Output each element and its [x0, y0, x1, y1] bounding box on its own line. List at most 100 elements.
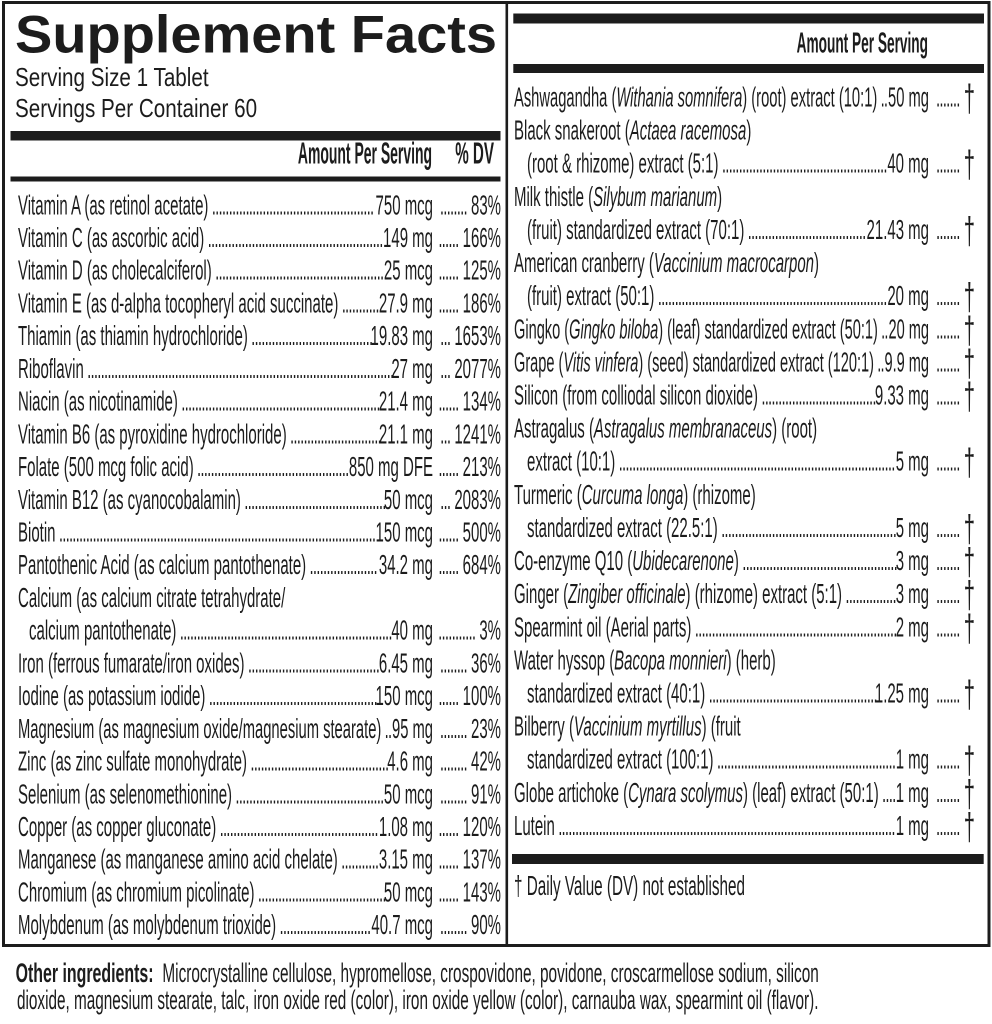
svg-text:standardized extract (100:1) .: standardized extract (100:1) ...........… — [527, 744, 895, 775]
svg-text:50 mg: 50 mg — [888, 81, 929, 112]
svg-text:Black snakeroot (Actaea racemo: Black snakeroot (Actaea racemosa) — [514, 115, 751, 146]
svg-text:750 mcg: 750 mcg — [376, 189, 433, 220]
svg-text:Pantothenic Acid (as calcium p: Pantothenic Acid (as calcium pantothenat… — [18, 549, 377, 580]
svg-text:Supplement Facts: Supplement Facts — [15, 6, 497, 65]
svg-text:Vitamin A (as retinol acetate): Vitamin A (as retinol acetate) .........… — [18, 189, 373, 220]
svg-text:Manganese (as manganese amino: Manganese (as manganese amino acid chela… — [18, 844, 378, 875]
svg-text:Thiamin (as thiamin hydrochlor: Thiamin (as thiamin hydrochloride) .....… — [18, 320, 372, 351]
svg-text:3.15 mg: 3.15 mg — [379, 844, 433, 875]
svg-text:....... †: ....... † — [936, 806, 975, 848]
svg-text:...... 100%: ...... 100% — [438, 680, 501, 711]
svg-text:Vitamin B6 (as pyroxidine hydr: Vitamin B6 (as pyroxidine hydrochloride)… — [18, 418, 381, 449]
svg-text:Milk thistle (Silybum marianum: Milk thistle (Silybum marianum) — [514, 181, 722, 212]
svg-text:150 mcg: 150 mcg — [376, 517, 433, 548]
svg-text:....... †: ....... † — [936, 309, 975, 351]
svg-text:Selenium (as selenomethionine): Selenium (as selenomethionine) .........… — [18, 778, 383, 809]
svg-text:....... †: ....... † — [936, 143, 975, 185]
svg-text:....... †: ....... † — [936, 77, 975, 119]
svg-text:...... 120%: ...... 120% — [438, 811, 501, 842]
svg-text:...... 137%: ...... 137% — [438, 844, 501, 875]
svg-text:...... 186%: ...... 186% — [438, 288, 501, 319]
svg-text:....... †: ....... † — [936, 342, 975, 384]
svg-text:21.43 mg: 21.43 mg — [867, 214, 929, 245]
svg-text:Amount Per Serving: Amount Per Serving — [298, 138, 432, 171]
svg-text:50 mcg: 50 mcg — [384, 778, 433, 809]
svg-text:....... †: ....... † — [936, 210, 975, 252]
svg-text:Globe artichoke (Cynara scolym: Globe artichoke (Cynara scolymus) (leaf)… — [514, 777, 896, 808]
svg-text:...... 125%: ...... 125% — [438, 255, 501, 286]
svg-text:Vitamin C (as ascorbic acid) .: Vitamin C (as ascorbic acid) ...........… — [18, 222, 383, 253]
svg-text:....... †: ....... † — [936, 276, 975, 318]
svg-text:5 mg: 5 mg — [896, 512, 929, 543]
svg-text:Niacin (as nicotinamide) .....: Niacin (as nicotinamide) ...............… — [18, 386, 380, 417]
svg-text:(fruit) standardized extract (: (fruit) standardized extract (70:1) ....… — [527, 214, 865, 245]
svg-text:149 mg: 149 mg — [383, 222, 433, 253]
svg-text:... 1653%: ... 1653% — [440, 320, 501, 351]
svg-text:34.2 mg: 34.2 mg — [379, 549, 433, 580]
svg-text:...... 684%: ...... 684% — [438, 549, 501, 580]
svg-text:150 mcg: 150 mcg — [376, 680, 433, 711]
svg-text:Microcrystalline cellulose, hy: Microcrystalline cellulose, hypromellose… — [162, 957, 818, 988]
svg-text:Servings Per Container 60: Servings Per Container 60 — [15, 94, 257, 123]
svg-text:standardized extract (22.5:1): standardized extract (22.5:1) ..........… — [527, 512, 896, 543]
svg-text:....... †: ....... † — [936, 574, 975, 616]
svg-text:1 mg: 1 mg — [896, 810, 929, 841]
svg-text:Lutein .......................: Lutein .................................… — [514, 810, 895, 841]
svg-text:standardized extract (40:1) ..: standardized extract (40:1) ............… — [527, 678, 877, 709]
svg-text:Vitamin D (as cholecalciferol): Vitamin D (as cholecalciferol) .........… — [18, 255, 383, 286]
svg-text:1.25 mg: 1.25 mg — [875, 678, 929, 709]
svg-text:19.83 mg: 19.83 mg — [371, 320, 433, 351]
svg-text:95 mg: 95 mg — [392, 713, 433, 744]
svg-text:....... †: ....... † — [936, 375, 975, 417]
svg-text:20 mg: 20 mg — [887, 280, 929, 311]
svg-text:40.7 mcg: 40.7 mcg — [371, 909, 433, 940]
svg-text:50 mcg: 50 mcg — [384, 876, 433, 907]
svg-text:27.9 mg: 27.9 mg — [379, 288, 433, 319]
svg-text:Biotin .......................: Biotin .................................… — [18, 517, 375, 548]
svg-text:Riboflavin ...................: Riboflavin .............................… — [18, 353, 393, 384]
svg-text:extract (10:1) ...............: extract (10:1) .........................… — [527, 446, 895, 477]
svg-text:Calcium (as calcium citrate te: Calcium (as calcium citrate tetrahydrate… — [18, 582, 286, 613]
svg-text:4.6 mg: 4.6 mg — [387, 746, 433, 777]
svg-text:40 mg: 40 mg — [887, 148, 929, 179]
svg-text:3 mg: 3 mg — [896, 578, 929, 609]
svg-text:Folate (500 mcg folic acid) ..: Folate (500 mcg folic acid) ............… — [18, 451, 349, 482]
svg-text:...... 166%: ...... 166% — [438, 222, 501, 253]
svg-text:6.45 mg: 6.45 mg — [379, 647, 433, 678]
svg-text:....... †: ....... † — [936, 607, 975, 649]
svg-text:1 mg: 1 mg — [896, 744, 929, 775]
svg-text:...... 213%: ...... 213% — [438, 451, 501, 482]
svg-text:Amount Per Serving: Amount Per Serving — [797, 26, 928, 59]
svg-text:Silicon (from colliodal silico: Silicon (from colliodal silicon dioxide)… — [514, 380, 876, 411]
svg-text:9.33 mg: 9.33 mg — [875, 380, 929, 411]
svg-text:21.4 mg: 21.4 mg — [379, 386, 433, 417]
svg-text:Grape (Vitis vinfera) (seed) s: Grape (Vitis vinfera) (seed) standardize… — [514, 346, 884, 377]
svg-text:40 mg: 40 mg — [391, 615, 433, 646]
svg-text:2 mg: 2 mg — [896, 611, 929, 642]
svg-text:Vitamin B12 (as cyanocobalamin: Vitamin B12 (as cyanocobalamin) ........… — [18, 484, 386, 515]
svg-text:...... 134%: ...... 134% — [438, 386, 501, 417]
svg-text:9.9 mg: 9.9 mg — [884, 346, 929, 377]
svg-text:Gingko (Gingko biloba) (leaf): Gingko (Gingko biloba) (leaf) standardiz… — [514, 313, 888, 344]
svg-text:....... †: ....... † — [936, 441, 975, 483]
svg-text:........ 90%: ........ 90% — [440, 909, 501, 940]
svg-text:Astragalus (Astragalus membran: Astragalus (Astragalus membranaceus) (ro… — [514, 413, 817, 444]
svg-text:Co-enzyme Q10 (Ubidecarenone): Co-enzyme Q10 (Ubidecarenone) ..........… — [514, 545, 897, 576]
svg-text:........ 83%: ........ 83% — [440, 189, 501, 220]
svg-text:........ 23%: ........ 23% — [440, 713, 501, 744]
svg-text:...... 500%: ...... 500% — [438, 517, 501, 548]
svg-text:....... †: ....... † — [936, 673, 975, 715]
svg-text:Iodine (as potassium iodide) .: Iodine (as potassium iodide) ...........… — [18, 680, 377, 711]
svg-text:Magnesium (as magnesium oxide/: Magnesium (as magnesium oxide/magnesium … — [18, 713, 391, 744]
svg-text:Ginger (Zingiber officinale) (: Ginger (Zingiber officinale) (rhizome) e… — [514, 578, 896, 609]
svg-text:Copper (as copper gluconate) .: Copper (as copper gluconate) ...........… — [18, 811, 378, 842]
svg-text:Serving Size 1 Tablet: Serving Size 1 Tablet — [15, 63, 209, 92]
svg-text:Ashwagandha (Withania somnifer: Ashwagandha (Withania somnifera) (root) … — [514, 81, 887, 112]
svg-text:3 mg: 3 mg — [896, 545, 929, 576]
svg-text:... 1241%: ... 1241% — [440, 418, 501, 449]
svg-text:Zinc (as zinc sulfate monohydr: Zinc (as zinc sulfate monohydrate) .....… — [18, 746, 388, 777]
svg-text:...... 143%: ...... 143% — [438, 876, 501, 907]
svg-text:Molybdenum (as molybdenum trio: Molybdenum (as molybdenum trioxide) ....… — [18, 909, 370, 940]
svg-text:dioxide, magnesium stearate, t: dioxide, magnesium stearate, talc, iron … — [17, 984, 818, 1015]
svg-text:1 mg: 1 mg — [896, 777, 929, 808]
